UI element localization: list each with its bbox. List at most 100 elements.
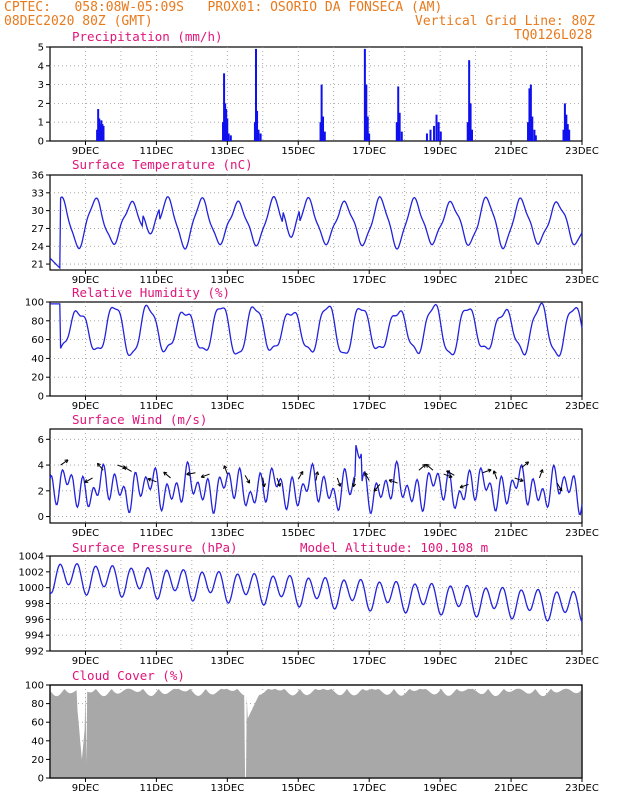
y-tick-label: 6 [38,435,44,446]
x-tick-label: 17DEC [352,528,386,539]
x-tick-label: 21DEC [494,275,528,286]
x-tick-label: 19DEC [423,528,457,539]
x-tick-label: 9DEC [72,656,99,667]
x-tick-label: 21DEC [494,528,528,539]
precip-bar [226,118,229,141]
precip-bar [256,110,259,141]
x-tick-label: 11DEC [140,783,174,794]
precip-bar [222,122,225,141]
panel-frame [49,301,583,397]
y-tick-label: 21 [31,260,44,271]
precip-bar [227,133,230,141]
x-tick-label: 21DEC [494,401,528,412]
wind-arrow [514,477,524,483]
wind-arrow [123,466,132,472]
precip-bar [397,86,400,141]
precip-bar [534,135,537,141]
series-line [49,563,583,623]
x-tick-label: 19DEC [423,401,457,412]
panel-frame [49,46,583,142]
wind-arrow [351,477,357,488]
panel-1: 0 1 2 3 4 5 9DEC 11DEC 13DEC 15DEC 17DEC 19DEC 21DEC… [38,29,599,157]
panel-3: 0 20 40 60 80 100 9DEC 11DEC 13DEC 15DEC 17DEC 19DE… [25,285,599,412]
x-tick-label: 19DEC [423,783,457,794]
header-line1: CPTEC: 058:08W-05:09S PROX01: OSORIO DA … [4,0,443,15]
precip-bar [466,122,469,141]
precip-bar [437,122,440,141]
y-tick-label: 80 [31,316,44,327]
precip-bar [395,122,398,141]
y-tick-label: 2 [38,99,44,110]
panel-4: 0 2 4 6 9DEC 11DEC 13DEC 15DEC 17DEC 19DEC 21DEC 23… [38,412,599,539]
x-tick-label: 13DEC [210,528,244,539]
wind-arrow [482,468,492,474]
x-tick-label: 9DEC [72,275,99,286]
y-tick-label: 4 [38,61,44,72]
x-tick-label: 15DEC [281,146,315,157]
precip-bar [429,129,432,141]
precip-bar [229,135,232,141]
x-tick-label: 21DEC [494,783,528,794]
wind-arrow [186,471,196,476]
x-tick-label: 13DEC [210,275,244,286]
x-tick-label: 23DEC [565,275,599,286]
x-tick-label: 9DEC [72,528,99,539]
panel-title: Cloud Cover (%) [72,668,185,683]
precip-bar [470,129,473,141]
x-tick-label: 21DEC [494,656,528,667]
precip-bar [257,129,260,141]
precip-bar [439,131,442,141]
wind-arrow [147,477,157,483]
x-tick-label: 23DEC [565,528,599,539]
y-tick-label: 998 [25,599,44,610]
precip-bar [433,125,436,141]
wind-arrow [336,477,342,487]
series-line [49,195,583,270]
x-tick-label: 17DEC [352,275,386,286]
panel-title: Precipitation (mm/h) [72,29,223,44]
y-tick-label: 20 [31,755,44,766]
wind-arrow [492,470,498,480]
y-tick-label: 60 [31,335,44,346]
precip-bar [468,60,471,141]
y-tick-label: 0 [38,137,44,148]
precip-bar [562,129,565,141]
precip-bar [563,103,566,141]
wind-arrow [446,470,455,476]
x-tick-label: 17DEC [352,146,386,157]
precip-bar [254,48,257,141]
wind-arrow [261,477,266,488]
panel-title: Surface Pressure (hPa) [72,540,238,555]
precip-bar [565,114,568,141]
precip-bar [224,103,227,141]
wind-arrow [60,459,69,466]
y-tick-label: 20 [31,373,44,384]
y-tick-label: 0 [38,774,44,785]
x-tick-label: 13DEC [210,146,244,157]
precip-bar [253,122,256,141]
panel-5: 992 994 996 998 1000 1002 1004 9DEC 11DEC 13DEC 15… [19,540,599,667]
x-tick-label: 19DEC [423,275,457,286]
y-tick-label: 60 [31,718,44,729]
x-tick-label: 15DEC [281,401,315,412]
wind-arrow [418,463,427,471]
wind-arrow [538,469,544,479]
precip-bar [319,122,322,141]
panel-6: 0 20 40 60 80 100 9DEC 11DEC 13DEC 15DEC 17DEC 19DE… [25,668,599,794]
wind-arrow [276,477,282,487]
y-tick-label: 992 [25,647,44,658]
y-tick-label: 2 [38,486,44,497]
precip-bar [320,84,323,141]
x-tick-label: 15DEC [281,528,315,539]
precip-bar [363,48,366,141]
precip-bar [225,109,228,141]
x-tick-label: 11DEC [140,656,174,667]
wind-arrow [388,478,398,484]
precip-bar [398,112,401,141]
y-tick-label: 33 [31,188,44,199]
y-tick-label: 1 [38,118,44,129]
precip-bar [101,124,104,141]
precip-bar [96,129,99,141]
wind-arrow [521,461,530,469]
precip-bar [223,73,226,141]
